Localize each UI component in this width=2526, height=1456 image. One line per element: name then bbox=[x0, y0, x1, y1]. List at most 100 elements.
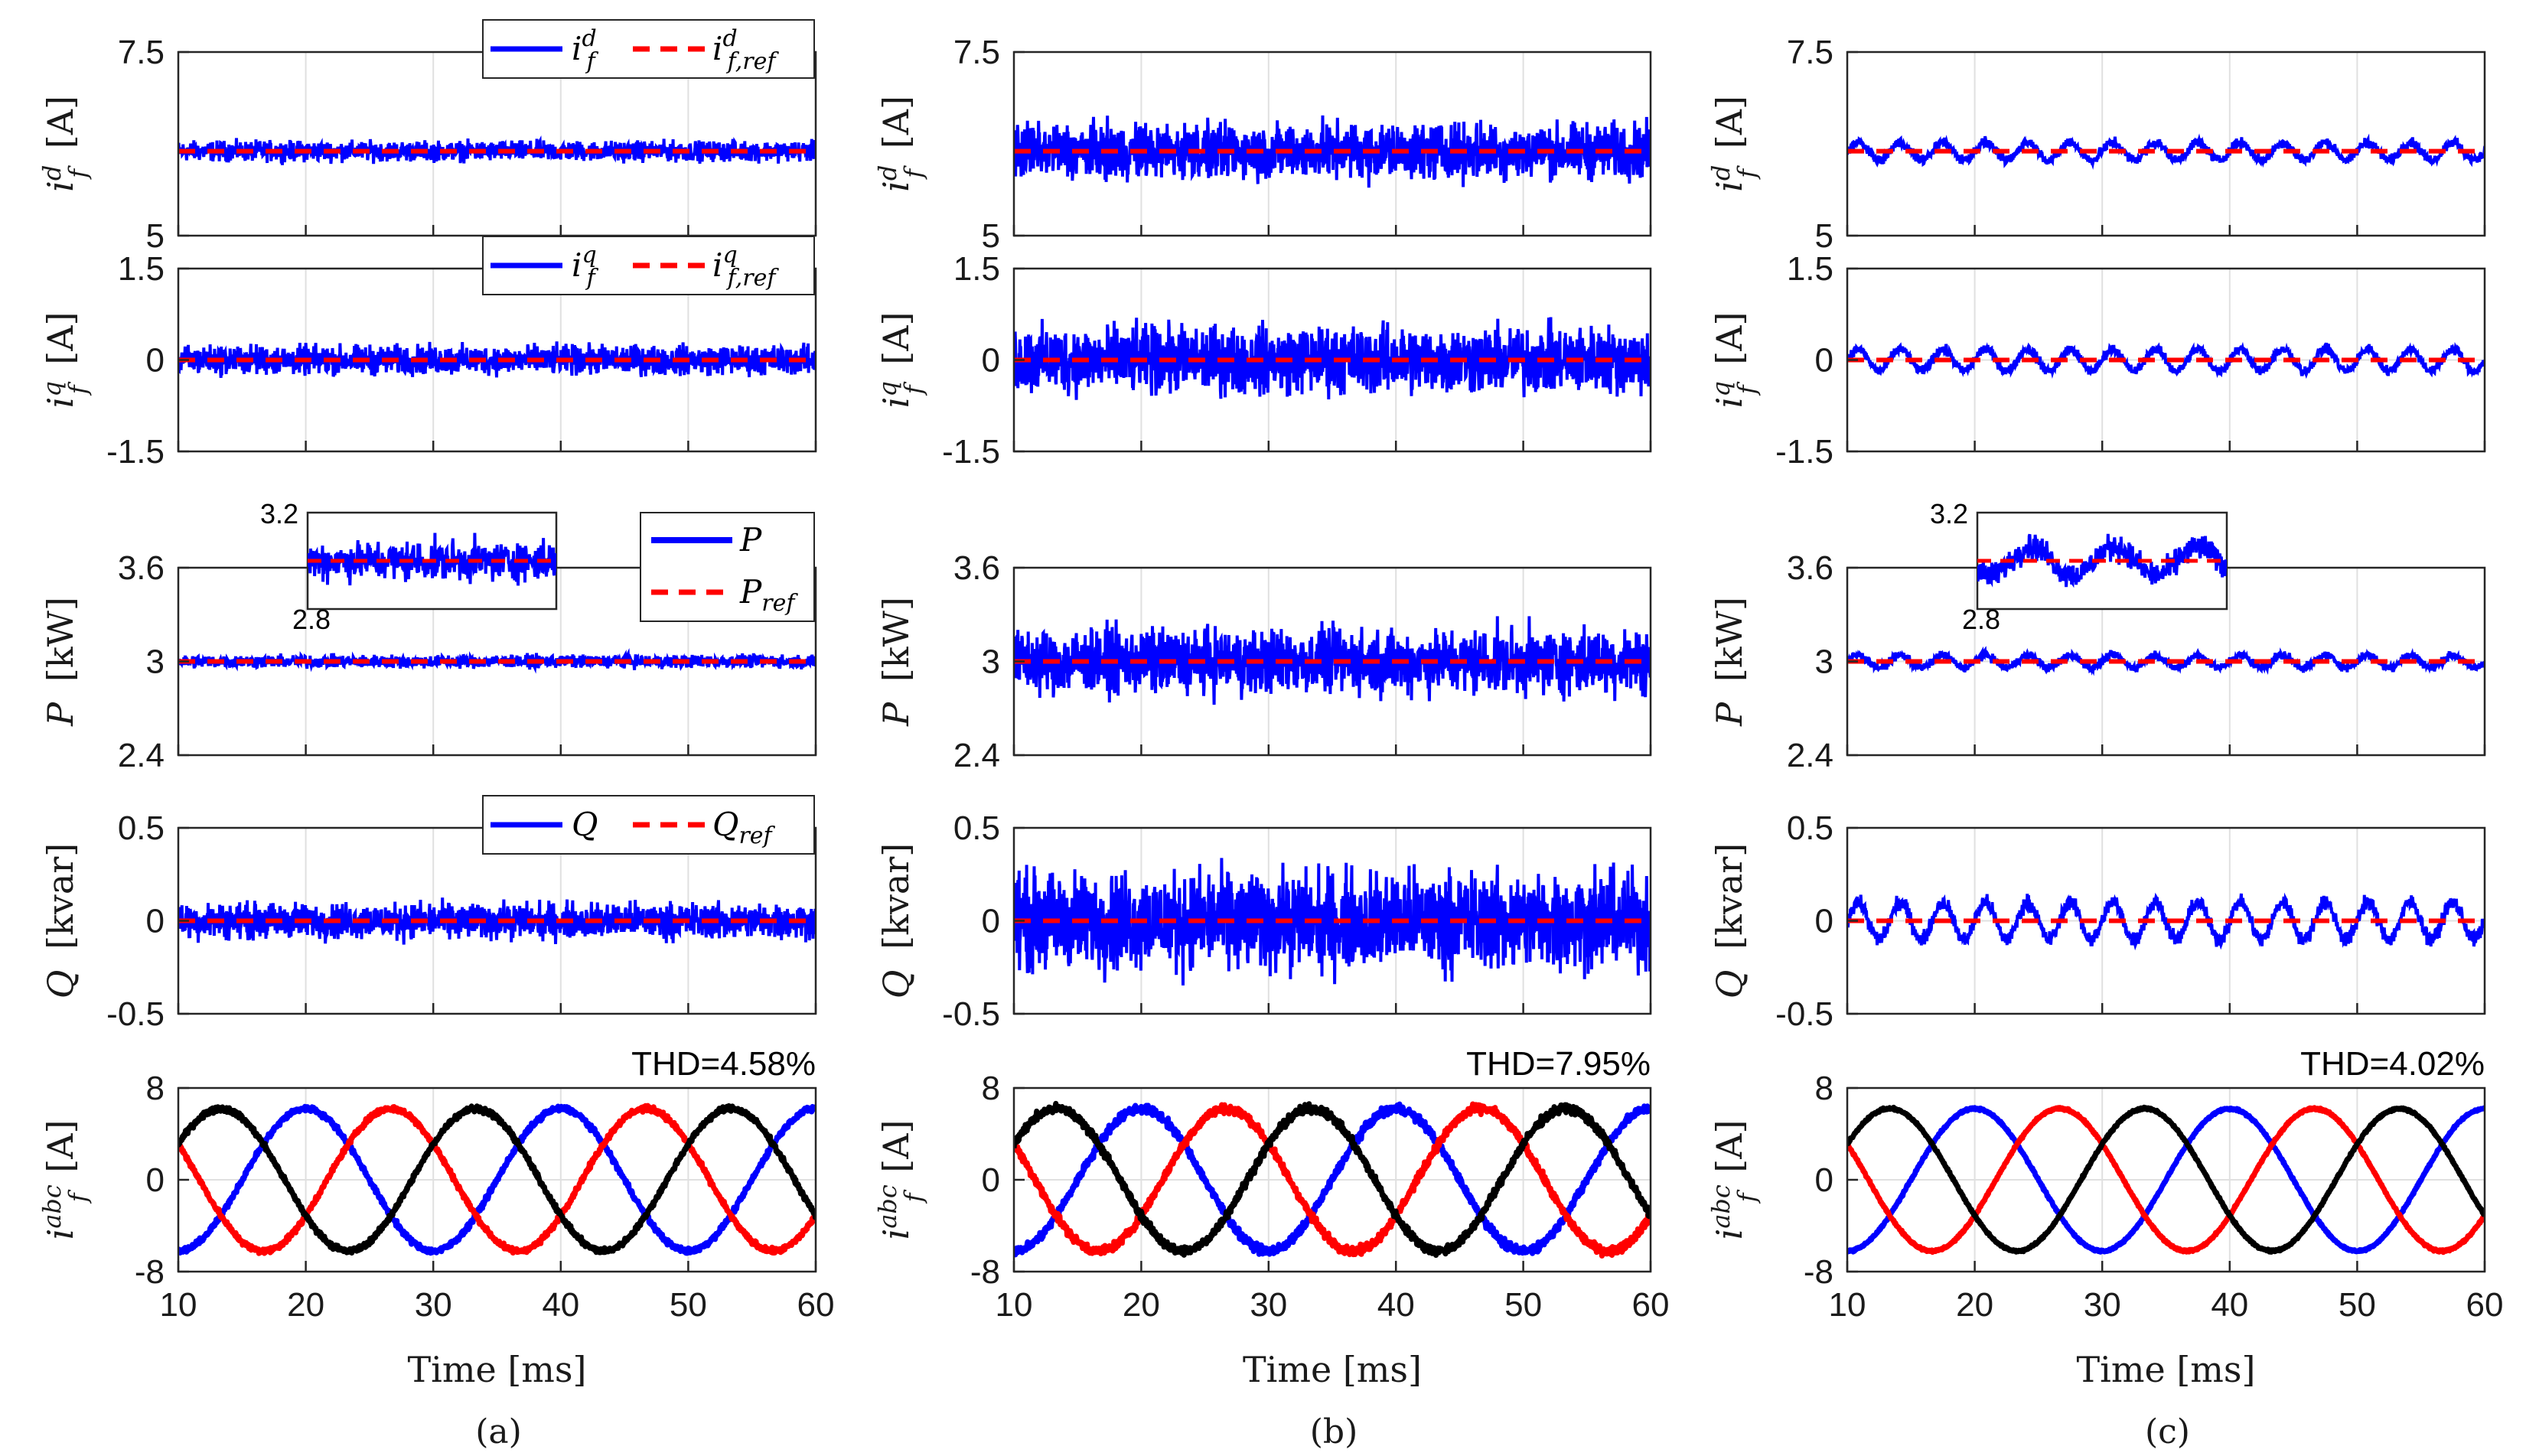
x-tick-label: 40 bbox=[2211, 1286, 2248, 1324]
phase-b-current bbox=[1847, 1105, 2485, 1256]
y-tick-label: -8 bbox=[135, 1253, 165, 1291]
x-tick-label: 50 bbox=[2339, 1286, 2376, 1324]
y-axis-label-text: idf [A] bbox=[37, 96, 93, 192]
inset-measured-series bbox=[308, 533, 556, 586]
thd-label: THD=7.95% bbox=[1466, 1045, 1651, 1083]
measured-series bbox=[178, 341, 816, 379]
legend-box bbox=[640, 512, 815, 622]
series-group bbox=[1847, 341, 2485, 379]
inset-y-tick-label: 3.2 bbox=[260, 498, 298, 529]
series-group bbox=[178, 897, 816, 945]
subplot-Q: 0.5 0 -0.5 Q [kvar] Q Qref bbox=[40, 795, 817, 1033]
y-axis-label-text: iabcf [A] bbox=[37, 1120, 93, 1240]
y-axis-label-text: iqf [A] bbox=[1706, 312, 1762, 409]
thd-label: THD=4.02% bbox=[2300, 1045, 2485, 1083]
y-tick-label: 0.5 bbox=[953, 809, 1000, 847]
y-axis-label-text: P [kW] bbox=[1709, 597, 1750, 727]
x-tick-label: 40 bbox=[542, 1286, 579, 1324]
series-group bbox=[178, 1103, 816, 1256]
subplot-id: 7.5 5 idf [A] bbox=[1706, 34, 2486, 255]
series-group bbox=[1014, 317, 1651, 400]
y-axis-label-text: idf [A] bbox=[873, 96, 928, 192]
y-tick-label: 0 bbox=[146, 903, 165, 940]
y-axis-label: idf [A] bbox=[37, 96, 93, 192]
subplot-P: 3.6 3 2.4 P [kW] bbox=[875, 549, 1652, 774]
y-tick-label: 7.5 bbox=[1787, 34, 1833, 71]
y-tick-label: 2.4 bbox=[118, 737, 165, 774]
y-tick-label: 0.5 bbox=[118, 809, 165, 847]
zoom-inset: 3.2 2.8 bbox=[260, 498, 558, 635]
x-tick-label: 10 bbox=[996, 1286, 1033, 1324]
legend: iq f iq f,ref bbox=[482, 236, 815, 295]
y-axis-label-text: Q [kvar] bbox=[1709, 843, 1750, 999]
legend: id f id f,ref bbox=[482, 19, 815, 79]
y-tick-label: 3 bbox=[982, 643, 1000, 681]
phase-b-current bbox=[1014, 1101, 1651, 1259]
legend-label: Pref bbox=[739, 573, 798, 617]
panel-b: 7.5 5 idf [A] 1.5 0 -1.5 iqf [A] 3.6 3 2.4 P [kW] 0… bbox=[873, 34, 1669, 1451]
legend: Q Qref bbox=[482, 795, 815, 855]
subplot-iq: 1.5 0 -1.5 iqf [A] bbox=[873, 250, 1652, 471]
subplot-P: 3.6 3 2.4 P [kW] 3.2 2.8 P Pref bbox=[40, 498, 817, 774]
x-tick-label: 10 bbox=[1829, 1286, 1866, 1324]
y-tick-label: 0 bbox=[146, 342, 165, 379]
y-tick-label: 0 bbox=[1815, 903, 1833, 940]
y-tick-label: -1.5 bbox=[1775, 433, 1833, 471]
x-tick-label: 20 bbox=[287, 1286, 324, 1324]
panel-a: 7.5 5 idf [A] id f id f,ref 1.5 0 -1.5 iqf [A] iq f i… bbox=[37, 19, 834, 1451]
y-tick-label: 1.5 bbox=[1787, 250, 1833, 288]
y-axis-label: Q [kvar] bbox=[875, 843, 917, 999]
y-tick-label: 8 bbox=[1815, 1070, 1833, 1107]
subplot-iabc: 8 0 -810 20 30 40 50 60 iabcf [A] bbox=[1706, 1070, 2503, 1324]
panel-caption: (c) bbox=[2145, 1412, 2190, 1451]
plot-area bbox=[1847, 52, 2485, 236]
series-group bbox=[1014, 115, 1651, 188]
y-axis-label: iqf [A] bbox=[37, 312, 93, 409]
y-axis-label-text: iabcf [A] bbox=[1706, 1120, 1762, 1240]
series-group bbox=[1014, 616, 1651, 705]
measured-series bbox=[1014, 858, 1651, 986]
y-axis-label-text: iabcf [A] bbox=[873, 1120, 928, 1240]
measured-series bbox=[178, 135, 816, 165]
y-tick-label: 2.4 bbox=[953, 737, 1000, 774]
y-tick-label: 2.4 bbox=[1787, 737, 1833, 774]
subplot-iabc: 8 0 -810 20 30 40 50 60 iabcf [A] bbox=[873, 1070, 1669, 1324]
y-tick-label: 3 bbox=[1815, 643, 1833, 681]
y-tick-label: 8 bbox=[146, 1070, 165, 1107]
series-group bbox=[178, 647, 816, 674]
y-tick-label: 8 bbox=[982, 1070, 1000, 1107]
y-tick-label: 7.5 bbox=[118, 34, 165, 71]
y-axis-label-text: Q [kvar] bbox=[40, 843, 81, 999]
x-tick-label: 20 bbox=[1956, 1286, 1993, 1324]
y-axis-label: iabcf [A] bbox=[1706, 1120, 1762, 1240]
legend-label: P bbox=[739, 521, 762, 559]
y-tick-label: -0.5 bbox=[942, 995, 1000, 1033]
y-tick-label: -0.5 bbox=[1775, 995, 1833, 1033]
subplot-id: 7.5 5 idf [A] id f id f,ref bbox=[37, 19, 817, 255]
x-tick-label: 30 bbox=[1250, 1286, 1287, 1324]
y-axis-label-text: Q [kvar] bbox=[875, 843, 917, 999]
axes-frame bbox=[1012, 50, 1652, 237]
inset-measured-series bbox=[1977, 533, 2227, 588]
y-axis-label-text: P [kW] bbox=[40, 597, 81, 727]
x-tick-label: 20 bbox=[1123, 1286, 1160, 1324]
y-axis-label: iabcf [A] bbox=[37, 1120, 93, 1240]
x-tick-label: 10 bbox=[160, 1286, 197, 1324]
measured-series bbox=[178, 897, 816, 945]
y-tick-label: 5 bbox=[982, 217, 1000, 255]
y-axis-label: P [kW] bbox=[1709, 597, 1750, 727]
y-axis-label: P [kW] bbox=[40, 597, 81, 727]
phase-b-current bbox=[178, 1103, 816, 1256]
phase-a-current bbox=[1014, 1101, 1651, 1258]
y-tick-label: -8 bbox=[1804, 1253, 1833, 1291]
subplot-Q: 0.5 0 -0.5 Q [kvar] bbox=[875, 809, 1652, 1033]
y-tick-label: 1.5 bbox=[118, 250, 165, 288]
y-tick-label: 5 bbox=[146, 217, 165, 255]
y-axis-label: P [kW] bbox=[875, 597, 917, 727]
x-tick-label: 40 bbox=[1377, 1286, 1415, 1324]
subplot-id: 7.5 5 idf [A] bbox=[873, 34, 1652, 255]
measured-series bbox=[1014, 317, 1651, 400]
axes-frame bbox=[1846, 50, 2486, 237]
